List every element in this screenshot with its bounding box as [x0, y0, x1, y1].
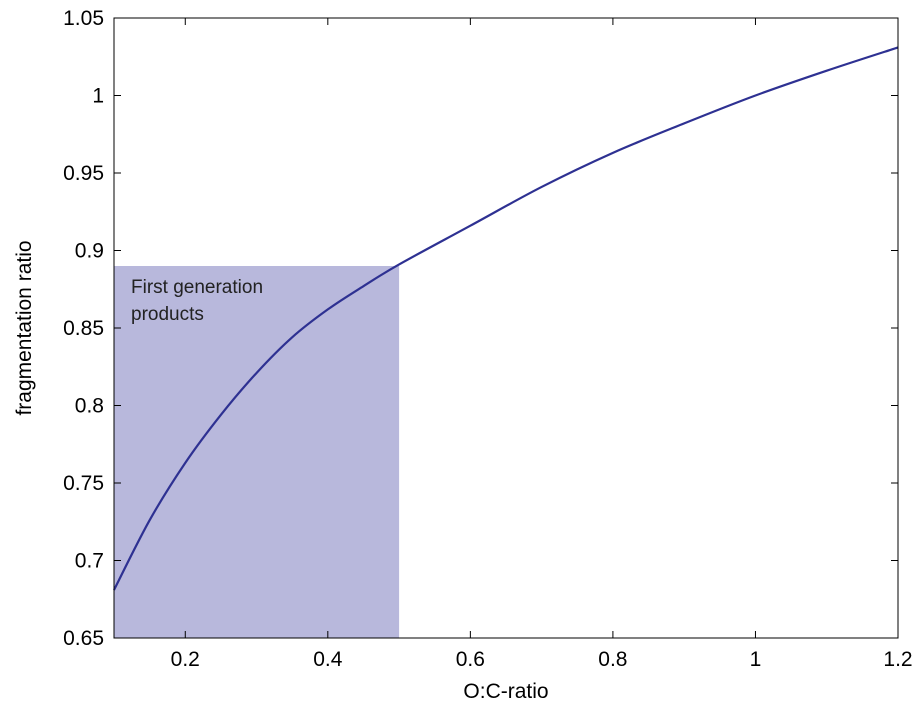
y-tick-label: 0.9	[75, 240, 104, 263]
axis-ticks: 0.2 0.4 0.6 0.8 1 1.2 0.65 0.7 0.75 0.8 0.85 0.9 0.9…	[63, 7, 912, 671]
x-axis-label: O:C-ratio	[463, 680, 548, 703]
x-tick-label: 0.8	[598, 648, 627, 671]
first-generation-region	[114, 266, 400, 638]
y-tick-label: 0.65	[63, 627, 104, 650]
x-tick-label: 1.2	[883, 648, 912, 671]
y-axis-label: fragmentation ratio	[13, 240, 36, 415]
x-tick-label: 0.2	[171, 648, 200, 671]
region-label-line-1: First generation	[131, 277, 263, 298]
x-tick-label: 0.4	[313, 648, 343, 671]
y-tick-label: 0.85	[63, 317, 104, 340]
y-tick-label: 0.8	[75, 395, 104, 418]
x-tick-label: 1	[750, 648, 762, 671]
series-line	[113, 46, 899, 591]
x-tick-label: 0.6	[456, 648, 485, 671]
y-tick-label: 0.7	[75, 550, 104, 573]
y-tick-label: 1.05	[63, 7, 104, 30]
y-tick-label: 0.95	[63, 162, 104, 185]
region-label-line-2: products	[131, 304, 204, 325]
y-tick-label: 1	[92, 85, 104, 108]
y-tick-label: 0.75	[63, 472, 104, 495]
